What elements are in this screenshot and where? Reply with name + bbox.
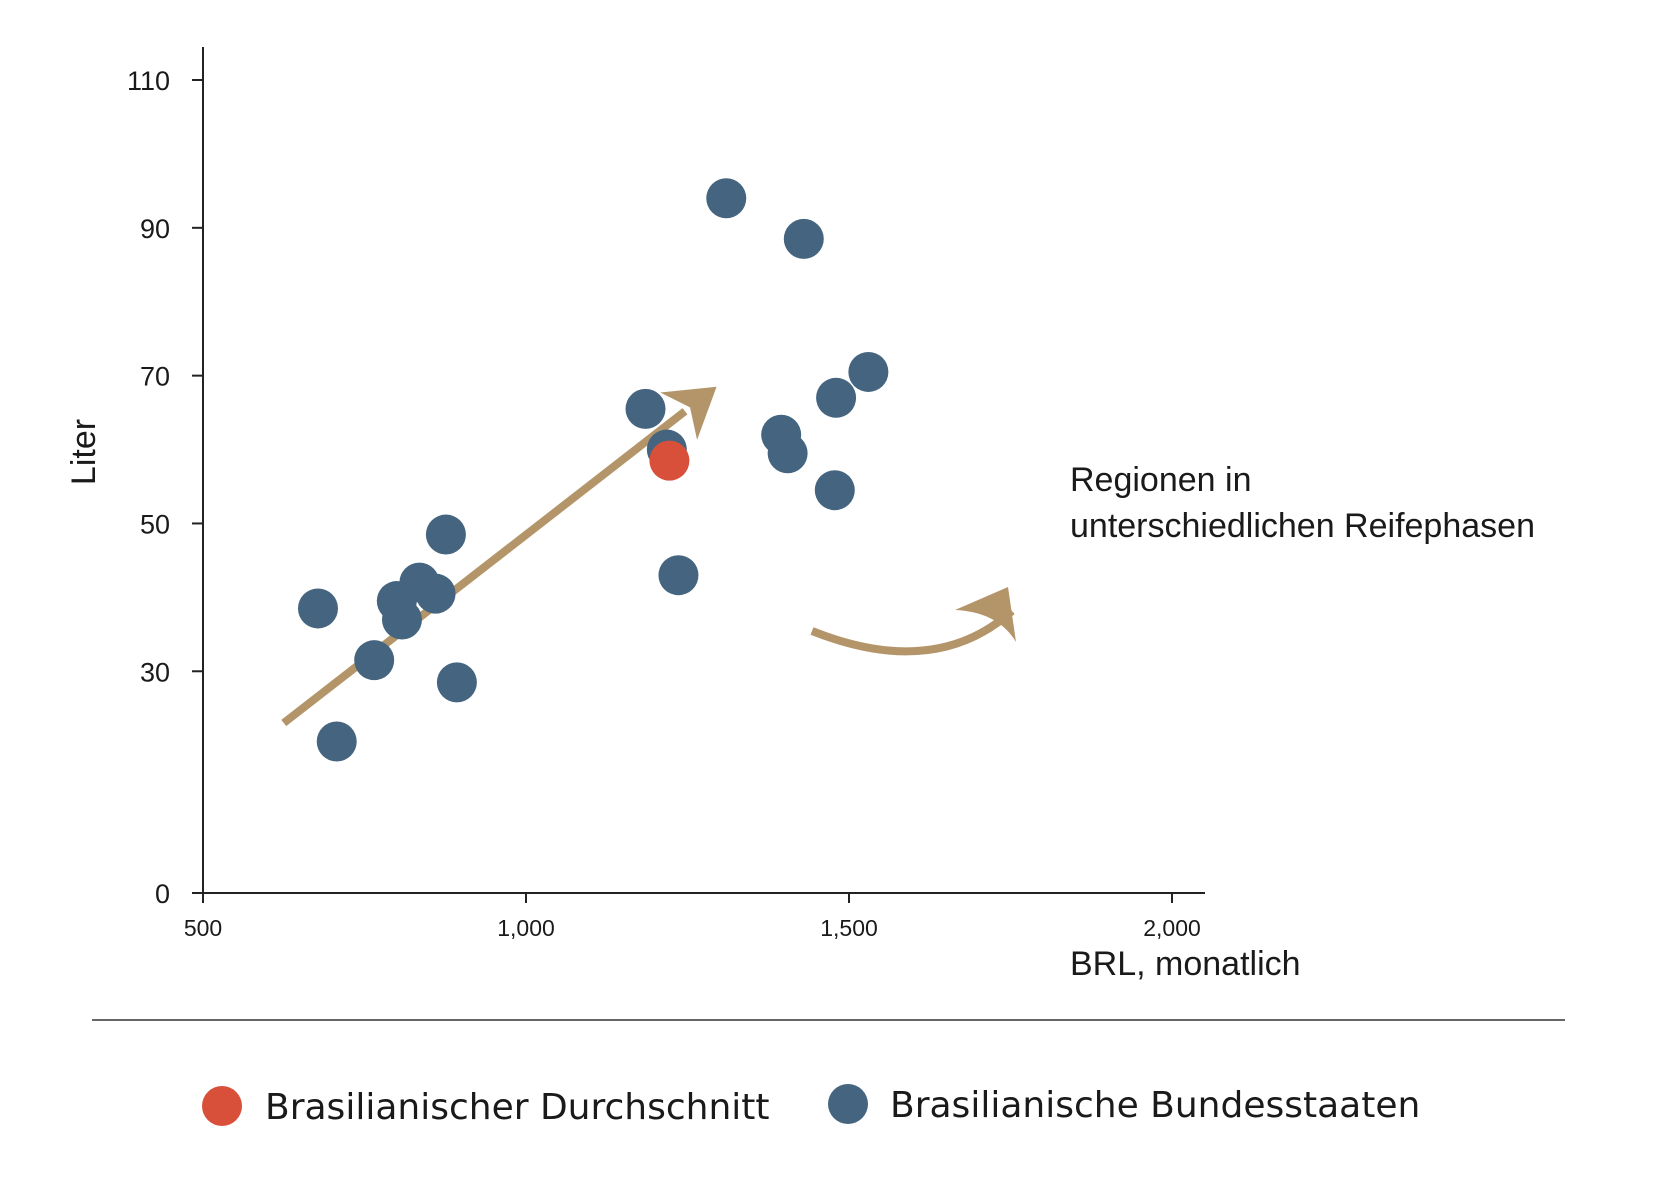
point-brasilianische-bundesstaaten — [848, 351, 889, 392]
curved-arrow-head — [955, 587, 1016, 642]
trend-arrow — [281, 386, 717, 727]
curved-arrow — [810, 587, 1016, 656]
legend-item-average: Brasilianischer Durchschnitt — [202, 1086, 770, 1128]
y-tick-label: 30 — [140, 657, 170, 687]
legend-item-states: Brasilianische Bundesstaaten — [828, 1084, 1420, 1126]
x-axis-title: BRL, monatlich — [1070, 945, 1301, 983]
point-brasilianische-bundesstaaten — [425, 514, 466, 555]
trend-arrow-head — [660, 386, 717, 440]
curved-arrow-shaft — [810, 608, 1015, 656]
legend-swatch-states — [828, 1084, 868, 1124]
point-brasilianische-bundesstaaten — [316, 721, 357, 762]
trend-arrow-shaft — [281, 408, 688, 727]
annotation-line-1: Regionen in — [1070, 461, 1251, 499]
point-brasilianische-bundesstaaten — [767, 433, 808, 474]
annotation-maturity-phases: Regionen in unterschiedlichen Reifephase… — [1070, 461, 1535, 545]
x-tick-label: 2,000 — [1143, 915, 1201, 941]
point-brasilianische-bundesstaaten — [814, 470, 855, 511]
axes — [202, 47, 1205, 894]
y-tick-label: 90 — [140, 214, 170, 244]
annotation-line-2: unterschiedlichen Reifephasen — [1070, 507, 1535, 545]
x-tick-label: 1,000 — [497, 915, 555, 941]
y-axis-title: Liter — [65, 419, 103, 485]
y-tick-label: 0 — [155, 879, 170, 909]
point-brasilianische-bundesstaaten — [706, 178, 747, 219]
point-brasilianische-bundesstaaten — [816, 377, 857, 418]
point-brasilianische-bundesstaaten — [354, 640, 395, 681]
point-brasilianische-bundesstaaten — [783, 218, 824, 259]
y-tick-label: 50 — [140, 509, 170, 539]
point-brasilianische-bundesstaaten — [381, 599, 422, 640]
point-brasilianische-bundesstaaten — [658, 555, 699, 596]
legend: Brasilianischer Durchschnitt Brasilianis… — [202, 1084, 1420, 1128]
x-ticks: 500 1,000 1,500 2,000 — [184, 893, 1201, 941]
x-tick-label: 500 — [184, 915, 222, 941]
data-points — [297, 178, 889, 762]
point-brasilianische-bundesstaaten — [297, 588, 338, 629]
x-tick-label: 1,500 — [820, 915, 878, 941]
legend-label-states: Brasilianische Bundesstaaten — [890, 1085, 1420, 1126]
point-brasilianische-bundesstaaten — [436, 662, 477, 703]
y-tick-label: 70 — [140, 362, 170, 392]
legend-label-average: Brasilianischer Durchschnitt — [265, 1087, 770, 1128]
y-tick-label: 110 — [127, 66, 170, 96]
y-ticks: 0 30 50 70 90 110 — [127, 66, 203, 909]
point-brasilianische-bundesstaaten — [625, 388, 666, 429]
point-brasilianische-bundesstaaten — [415, 573, 456, 614]
legend-swatch-average — [202, 1086, 242, 1126]
point-brasilianischer-durchschnitt — [649, 440, 690, 481]
